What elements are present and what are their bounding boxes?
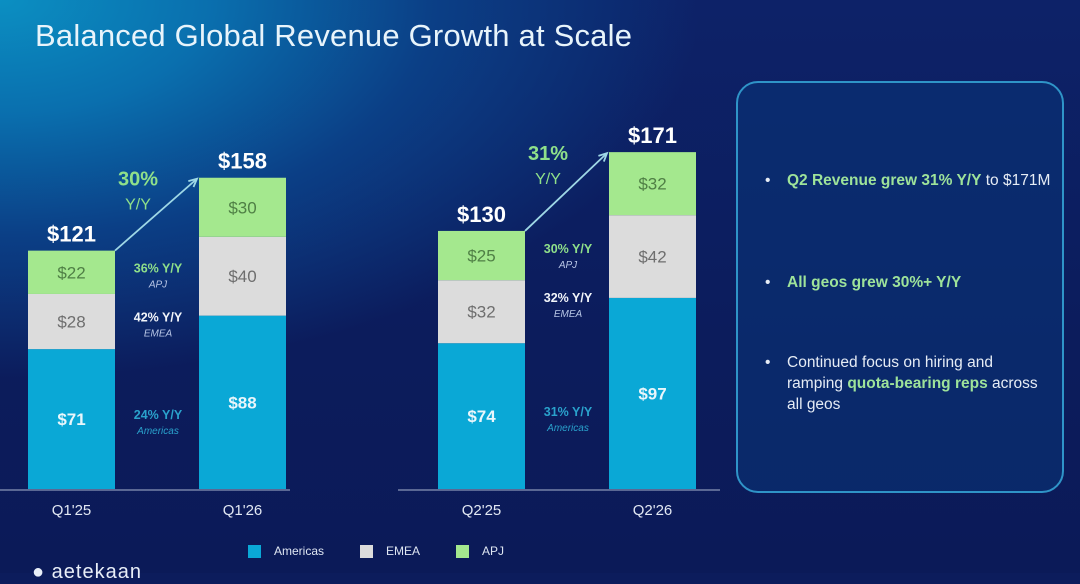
bar-value-label: $71 — [57, 410, 85, 429]
bar-segment-apj — [609, 152, 696, 216]
segment-growth-geo: APJ — [558, 260, 578, 271]
segment-growth-geo: Americas — [546, 423, 589, 434]
highlight-bullet-hiring: Continued focus on hiring and ramping qu… — [762, 352, 1052, 415]
bar-total-label: $121 — [47, 222, 96, 247]
highlight-text: to $171M — [981, 172, 1051, 189]
segment-growth-pct: 42% Y/Y — [134, 311, 183, 325]
bar-segment-americas — [199, 315, 286, 489]
bar-value-label: $88 — [228, 393, 256, 412]
chart-legend: Americas EMEA APJ — [248, 544, 540, 558]
legend-swatch-americas — [248, 544, 261, 558]
segment-growth-geo: Americas — [136, 426, 179, 437]
bar-value-label: $22 — [57, 263, 85, 282]
bar-segment-emea — [28, 293, 115, 350]
total-growth-pct: 31% — [528, 143, 568, 165]
bar-segment-americas — [609, 297, 696, 489]
segment-growth-pct: 31% Y/Y — [544, 405, 593, 419]
x-tick-label: Q2'25 — [462, 502, 502, 519]
growth-arrow-line — [524, 152, 608, 232]
bar-value-label: $30 — [228, 198, 256, 217]
legend-label-apj: APJ — [482, 544, 505, 558]
growth-arrow-head-icon — [598, 151, 609, 162]
total-growth-label: Y/Y — [125, 197, 151, 214]
bar-segment-apj — [438, 230, 525, 281]
bar-value-label: $32 — [467, 303, 495, 322]
bar-segment-emea — [438, 280, 525, 344]
logo-text: aetekaan — [51, 561, 142, 583]
bar-total-label: $171 — [628, 123, 677, 148]
highlight-bullet-revenue: Q2 Revenue grew 31% Y/Y to $171M — [762, 170, 1050, 191]
highlight-emphasis: quota-bearing reps — [847, 375, 988, 392]
legend-item-americas: Americas — [248, 544, 324, 558]
bar-segment-americas — [438, 343, 525, 489]
slide-title: Balanced Global Revenue Growth at Scale — [35, 18, 633, 53]
total-growth-pct: 30% — [118, 169, 158, 191]
segment-growth-pct: 24% Y/Y — [134, 408, 183, 422]
segment-growth-pct: 30% Y/Y — [544, 242, 593, 256]
x-tick-label: Q1'26 — [223, 502, 263, 519]
legend-label-americas: Americas — [274, 544, 325, 558]
bar-value-label: $42 — [638, 248, 666, 267]
legend-swatch-apj — [456, 544, 470, 558]
segment-growth-geo: APJ — [148, 280, 168, 291]
segment-growth-pct: 32% Y/Y — [544, 291, 593, 305]
highlight-bullet-geos: All geos grew 30%+ Y/Y — [762, 272, 961, 293]
legend-swatch-emea — [360, 544, 374, 558]
bar-segment-americas — [28, 349, 115, 489]
segment-growth-pct: 36% Y/Y — [134, 262, 183, 276]
segment-growth-geo: EMEA — [144, 329, 173, 340]
logo-mark-icon: ● — [32, 561, 46, 583]
bar-value-label: $74 — [467, 407, 496, 426]
highlight-emphasis: All geos grew 30%+ Y/Y — [787, 274, 962, 291]
highlight-text: Continued focus on hiring and ramping — [787, 354, 993, 392]
bar-segment-apj — [199, 177, 286, 237]
highlight-text: across all geos — [787, 375, 1038, 413]
bar-value-label: $97 — [638, 384, 666, 403]
bar-segment-emea — [609, 215, 696, 298]
bar-total-label: $130 — [457, 202, 506, 227]
legend-label-emea: EMEA — [386, 544, 421, 558]
bar-segment-emea — [199, 236, 286, 316]
highlight-emphasis: Q2 Revenue grew — [787, 172, 922, 189]
bar-value-label: $28 — [57, 313, 85, 332]
total-growth-label: Y/Y — [535, 171, 561, 188]
bar-value-label: $25 — [467, 247, 495, 266]
bar-total-label: $158 — [218, 149, 267, 174]
highlight-emphasis: 31% Y/Y — [921, 172, 982, 189]
growth-arrow-line — [114, 178, 198, 252]
segment-growth-geo: EMEA — [554, 309, 583, 320]
bar-segment-apj — [28, 250, 115, 294]
bar-value-label: $40 — [228, 267, 256, 286]
bar-value-label: $32 — [638, 175, 666, 194]
x-tick-label: Q2'26 — [633, 502, 673, 519]
growth-arrow-head-icon — [188, 177, 199, 188]
legend-item-apj: APJ — [456, 544, 504, 558]
x-tick-label: Q1'25 — [52, 502, 92, 519]
legend-item-emea: EMEA — [360, 544, 420, 558]
